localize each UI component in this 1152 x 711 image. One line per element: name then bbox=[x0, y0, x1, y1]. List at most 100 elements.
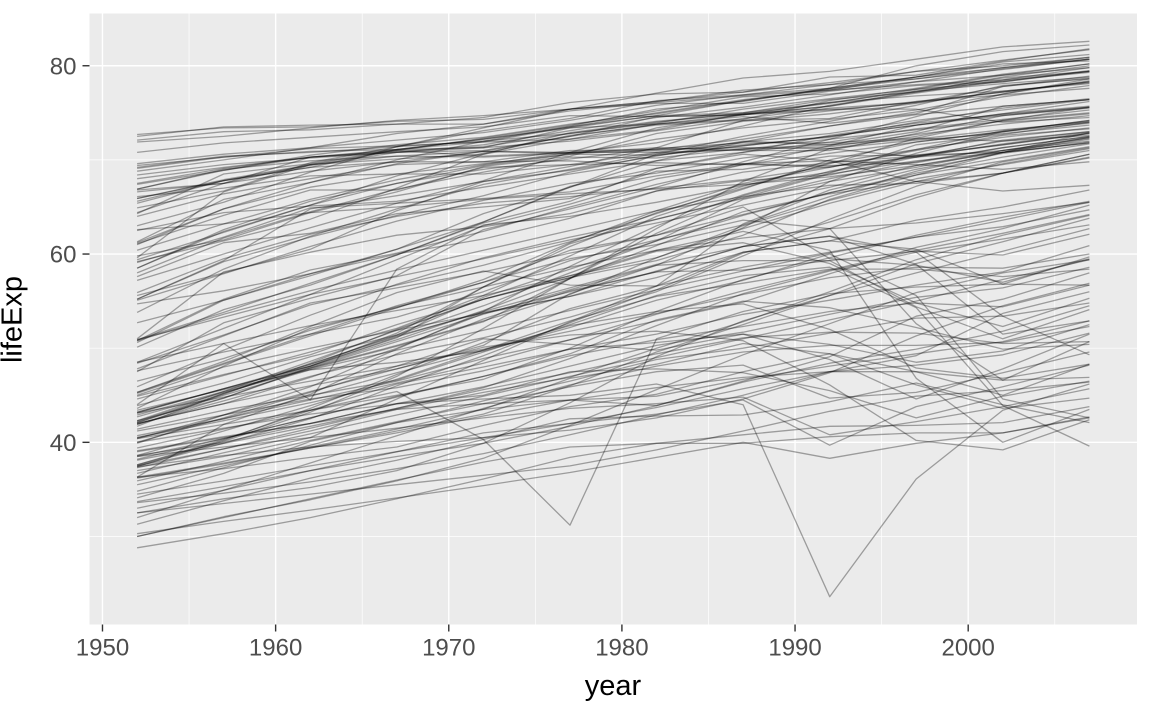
country-line bbox=[137, 66, 1090, 141]
country-line bbox=[137, 332, 1090, 495]
country-line bbox=[137, 78, 1090, 305]
country-line bbox=[136, 204, 1090, 437]
y-tick-label: 80 bbox=[50, 53, 77, 80]
country-line bbox=[136, 206, 1090, 394]
y-tick-label: 60 bbox=[50, 242, 77, 269]
x-tick-label: 1950 bbox=[76, 635, 129, 662]
country-line bbox=[136, 127, 1090, 413]
country-line bbox=[136, 84, 1090, 202]
country-line bbox=[137, 388, 1090, 458]
country-line bbox=[136, 132, 1090, 444]
country-line bbox=[136, 131, 1090, 259]
country-line bbox=[136, 136, 1090, 341]
country-line bbox=[136, 371, 1090, 478]
country-line bbox=[136, 113, 1090, 313]
country-line bbox=[136, 305, 1090, 503]
country-line bbox=[136, 160, 1090, 264]
country-line bbox=[136, 134, 1090, 269]
country-line bbox=[136, 76, 1090, 282]
country-line bbox=[137, 98, 1090, 198]
country-line bbox=[136, 131, 1090, 422]
country-line bbox=[137, 56, 1090, 143]
country-line bbox=[136, 135, 1090, 413]
y-tick-label: 40 bbox=[50, 430, 77, 457]
x-tick-label: 1970 bbox=[422, 635, 475, 662]
country-line bbox=[136, 284, 1090, 460]
country-line bbox=[136, 157, 1090, 426]
country-line bbox=[136, 333, 1090, 443]
country-line bbox=[136, 146, 1090, 407]
country-line bbox=[136, 331, 1090, 461]
country-line bbox=[136, 266, 1090, 447]
country-line bbox=[136, 256, 1090, 526]
x-tick-label: 1960 bbox=[249, 635, 302, 662]
country-line bbox=[136, 100, 1090, 342]
country-line bbox=[136, 135, 1090, 245]
country-line bbox=[136, 60, 1090, 200]
country-line bbox=[136, 120, 1090, 395]
country-line bbox=[136, 69, 1090, 200]
country-line bbox=[137, 417, 1090, 535]
country-line bbox=[136, 109, 1090, 232]
country-line bbox=[136, 98, 1090, 324]
country-line bbox=[136, 132, 1090, 340]
y-axis-title: lifeExp bbox=[0, 275, 29, 364]
country-line bbox=[136, 364, 1090, 509]
x-tick-label: 1980 bbox=[595, 635, 648, 662]
country-line bbox=[136, 213, 1090, 439]
country-line bbox=[136, 149, 1090, 397]
country-line bbox=[136, 383, 1090, 598]
country-line bbox=[136, 70, 1090, 185]
country-line bbox=[137, 63, 1090, 167]
country-line bbox=[136, 300, 1090, 458]
country-line bbox=[137, 71, 1090, 193]
country-line bbox=[136, 138, 1090, 388]
country-line bbox=[136, 121, 1090, 274]
country-line bbox=[136, 131, 1090, 344]
country-line bbox=[136, 114, 1090, 214]
country-line bbox=[136, 244, 1090, 466]
country-line bbox=[136, 105, 1090, 244]
country-line bbox=[136, 106, 1090, 243]
country-line bbox=[136, 219, 1090, 381]
country-line bbox=[137, 142, 1090, 231]
country-line bbox=[136, 156, 1090, 425]
country-line bbox=[136, 98, 1090, 190]
country-line bbox=[136, 98, 1090, 300]
country-line bbox=[136, 382, 1090, 525]
country-line bbox=[136, 235, 1090, 427]
country-line bbox=[136, 81, 1090, 261]
country-line bbox=[136, 416, 1090, 538]
country-line bbox=[136, 119, 1090, 440]
country-line bbox=[136, 240, 1090, 472]
country-line bbox=[137, 53, 1090, 170]
country-line bbox=[136, 268, 1090, 457]
country-line bbox=[136, 153, 1090, 467]
country-line bbox=[136, 201, 1090, 411]
country-line bbox=[137, 82, 1090, 176]
country-line bbox=[136, 142, 1090, 409]
country-line bbox=[136, 235, 1090, 396]
country-line bbox=[136, 368, 1090, 452]
country-line bbox=[136, 405, 1090, 549]
country-line bbox=[137, 81, 1090, 154]
country-line bbox=[136, 65, 1090, 251]
x-tick-label: 1990 bbox=[768, 635, 821, 662]
country-line bbox=[136, 323, 1090, 432]
country-line bbox=[136, 272, 1090, 482]
country-line bbox=[136, 189, 1090, 423]
country-line bbox=[136, 106, 1090, 466]
country-line bbox=[136, 259, 1090, 538]
country-line bbox=[137, 70, 1090, 169]
country-line bbox=[137, 58, 1090, 172]
country-line bbox=[136, 119, 1090, 363]
country-line bbox=[136, 330, 1090, 451]
x-axis-title: year bbox=[584, 670, 642, 702]
country-line bbox=[136, 58, 1090, 186]
x-tick-label: 2000 bbox=[941, 635, 994, 662]
country-line bbox=[136, 77, 1090, 215]
country-line bbox=[136, 107, 1090, 300]
country-line bbox=[136, 56, 1090, 209]
country-line bbox=[136, 124, 1090, 301]
